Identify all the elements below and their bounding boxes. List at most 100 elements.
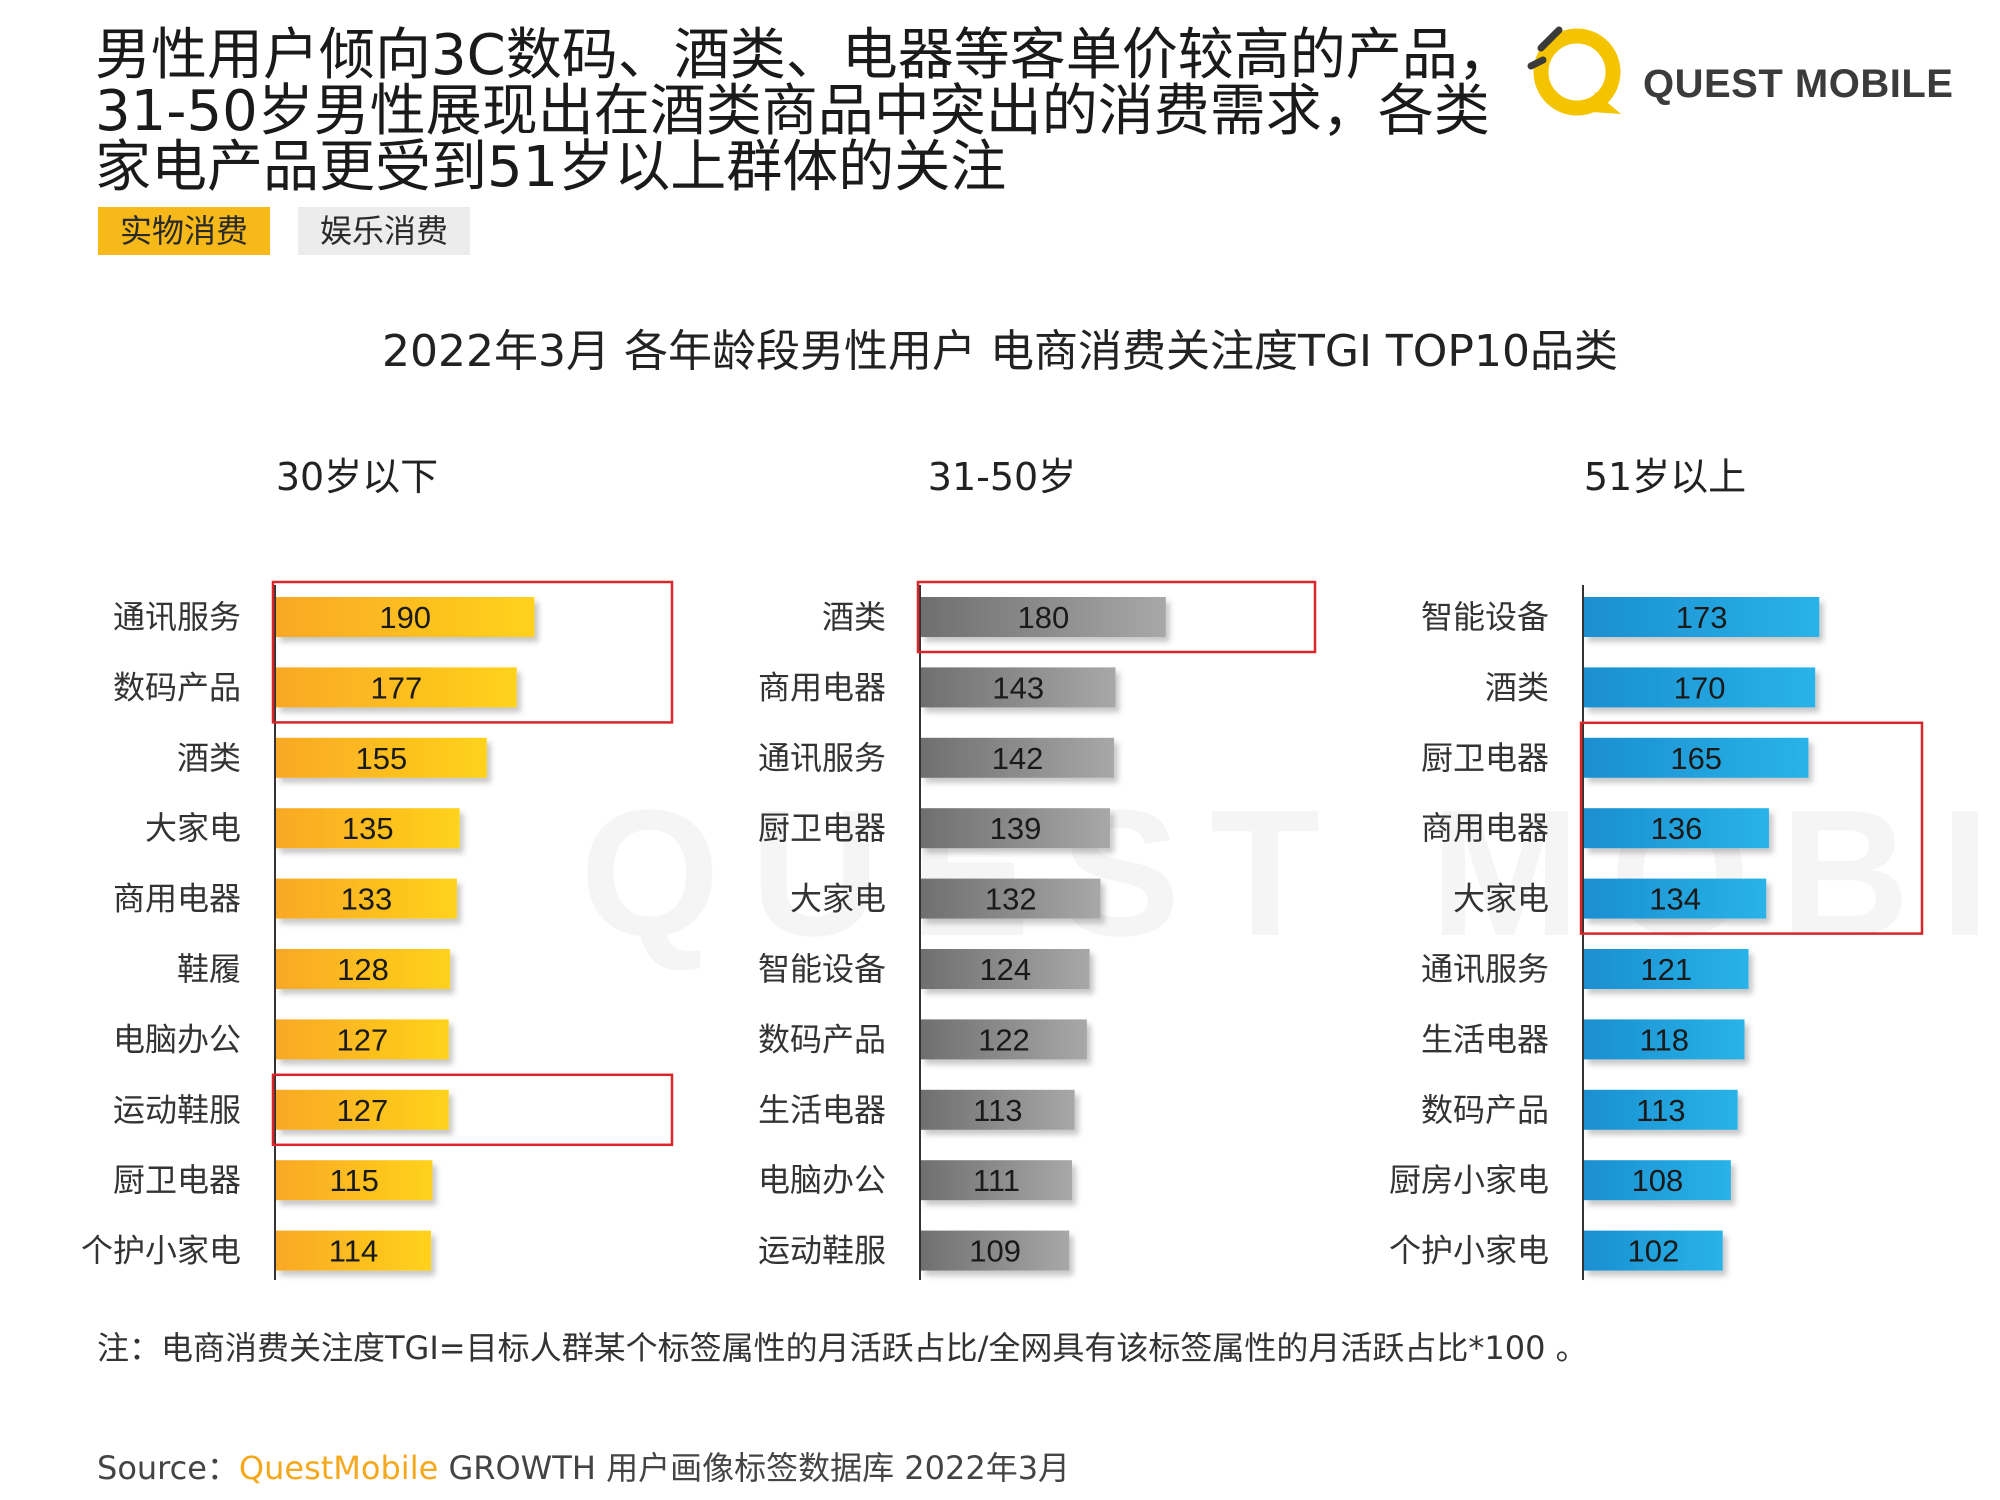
bar-value-over-51-3: 165 <box>1670 741 1722 776</box>
category-label-under-30-2: 数码产品 <box>113 668 241 706</box>
bar-31-50-6 <box>921 949 1090 989</box>
category-label-31-50-3: 通讯服务 <box>758 739 886 777</box>
bar-value-under-30-4: 135 <box>342 811 394 846</box>
bar-over-51-4 <box>1584 808 1769 849</box>
bar-value-31-50-1: 180 <box>1018 600 1070 635</box>
bar-over-51-3 <box>1584 737 1809 778</box>
bar-value-over-51-6: 121 <box>1640 952 1692 987</box>
bar-under-30-8 <box>276 1089 449 1130</box>
bar-value-over-51-2: 170 <box>1674 670 1726 705</box>
logo-wordmark: QUEST MOBILE <box>1643 62 1954 106</box>
bar-over-51-6 <box>1584 949 1749 989</box>
category-label-under-30-4: 大家电 <box>145 809 241 847</box>
category-label-over-51-10: 个护小家电 <box>1389 1232 1549 1270</box>
bar-value-over-51-5: 134 <box>1649 882 1701 917</box>
category-label-over-51-7: 生活电器 <box>1421 1020 1549 1058</box>
bar-value-under-30-2: 177 <box>370 670 422 705</box>
bar-31-50-4 <box>921 808 1111 849</box>
bar-over-51-2 <box>1584 667 1816 708</box>
bar-value-over-51-8: 113 <box>1636 1093 1685 1128</box>
bar-31-50-1 <box>921 597 1166 637</box>
bar-value-under-30-8: 127 <box>336 1093 388 1128</box>
category-label-31-50-4: 厨卫电器 <box>758 809 886 847</box>
category-label-31-50-8: 生活电器 <box>758 1091 886 1129</box>
bar-over-51-7 <box>1584 1019 1745 1060</box>
bar-31-50-8 <box>921 1089 1075 1130</box>
bar-value-31-50-4: 139 <box>990 811 1042 846</box>
category-label-over-51-8: 数码产品 <box>1421 1091 1549 1129</box>
bar-value-31-50-5: 132 <box>985 882 1037 917</box>
highlight-box-over-51-1 <box>1579 721 1924 935</box>
bar-31-50-3 <box>921 737 1115 778</box>
bar-31-50-2 <box>921 667 1116 708</box>
panel-title-under-30: 30岁以下 <box>276 455 438 499</box>
bar-value-31-50-9: 111 <box>973 1163 1020 1198</box>
category-label-over-51-2: 酒类 <box>1485 668 1549 706</box>
bar-value-over-51-10: 102 <box>1627 1234 1679 1269</box>
bar-value-under-30-6: 128 <box>337 952 389 987</box>
bar-value-31-50-8: 113 <box>973 1093 1022 1128</box>
highlight-box-under-30-1 <box>271 580 674 724</box>
category-label-under-30-10: 个护小家电 <box>81 1232 241 1270</box>
category-label-over-51-1: 智能设备 <box>1421 598 1549 636</box>
bar-over-51-8 <box>1584 1089 1738 1130</box>
category-label-under-30-8: 运动鞋服 <box>113 1091 241 1129</box>
bar-value-under-30-1: 190 <box>379 600 431 635</box>
category-label-31-50-2: 商用电器 <box>758 668 886 706</box>
bar-value-under-30-7: 127 <box>336 1022 388 1057</box>
bar-value-31-50-10: 109 <box>969 1234 1021 1269</box>
category-label-over-51-4: 商用电器 <box>1421 809 1549 847</box>
page-headline: 男性用户倾向3C数码、酒类、电器等客单价较高的产品，31-50岁男性展现出在酒类… <box>95 23 1514 200</box>
bar-under-30-10 <box>276 1230 432 1271</box>
quest-mobile-logo-icon <box>1527 26 1621 116</box>
source-rest: GROWTH 用户画像标签数据库 2022年3月 <box>438 1449 1071 1487</box>
highlight-box-31-50-1 <box>916 580 1317 654</box>
bar-31-50-9 <box>921 1160 1072 1201</box>
source-line: Source：QuestMobile GROWTH 用户画像标签数据库 2022… <box>97 1443 1070 1489</box>
category-label-31-50-6: 智能设备 <box>758 950 886 988</box>
bar-value-under-30-3: 155 <box>356 741 408 776</box>
bar-value-over-51-9: 108 <box>1632 1163 1684 1198</box>
bar-under-30-1 <box>276 597 535 637</box>
panel-title-31-50: 31-50岁 <box>928 455 1076 499</box>
bar-over-51-10 <box>1584 1230 1723 1271</box>
bar-value-under-30-5: 133 <box>341 882 393 917</box>
bar-under-30-6 <box>276 949 451 989</box>
category-label-under-30-3: 酒类 <box>177 739 241 777</box>
category-label-under-30-7: 电脑办公 <box>113 1020 241 1058</box>
source-prefix: Source： <box>97 1449 239 1487</box>
bar-value-31-50-7: 122 <box>978 1022 1030 1057</box>
highlight-box-under-30-2 <box>271 1073 674 1147</box>
bar-31-50-7 <box>921 1019 1087 1060</box>
panel-title-over-51: 51岁以上 <box>1584 455 1746 499</box>
bar-over-51-9 <box>1584 1160 1731 1201</box>
category-label-over-51-9: 厨房小家电 <box>1389 1161 1549 1199</box>
source-brand: QuestMobile <box>238 1449 439 1487</box>
category-label-under-30-6: 鞋履 <box>177 950 241 988</box>
bar-under-30-3 <box>276 737 487 778</box>
category-label-31-50-7: 数码产品 <box>758 1020 886 1058</box>
category-label-over-51-5: 大家电 <box>1453 880 1549 918</box>
bar-value-over-51-4: 136 <box>1651 811 1703 846</box>
category-label-31-50-5: 大家电 <box>790 880 886 918</box>
quest-mobile-logo: QUEST MOBILE <box>1525 22 1975 122</box>
bar-over-51-5 <box>1584 878 1767 919</box>
bar-under-30-7 <box>276 1019 449 1060</box>
bar-under-30-5 <box>276 878 457 919</box>
bar-31-50-10 <box>921 1230 1070 1271</box>
category-label-over-51-6: 通讯服务 <box>1421 950 1549 988</box>
category-label-under-30-5: 商用电器 <box>113 880 241 918</box>
bar-value-under-30-10: 114 <box>329 1234 378 1269</box>
bar-under-30-9 <box>276 1160 433 1201</box>
category-label-over-51-3: 厨卫电器 <box>1421 739 1549 777</box>
tab-entertainment-consumption[interactable]: 娱乐消费 <box>298 207 471 255</box>
category-label-under-30-9: 厨卫电器 <box>113 1161 241 1199</box>
bar-value-over-51-1: 173 <box>1676 600 1728 635</box>
bar-over-51-1 <box>1584 597 1820 637</box>
category-label-31-50-10: 运动鞋服 <box>758 1232 886 1270</box>
tab-physical-consumption[interactable]: 实物消费 <box>98 207 271 255</box>
bar-value-under-30-9: 115 <box>329 1163 378 1198</box>
chart-title: 2022年3月 各年龄段男性用户 电商消费关注度TGI TOP10品类 <box>382 326 1618 377</box>
bar-value-31-50-3: 142 <box>992 741 1044 776</box>
